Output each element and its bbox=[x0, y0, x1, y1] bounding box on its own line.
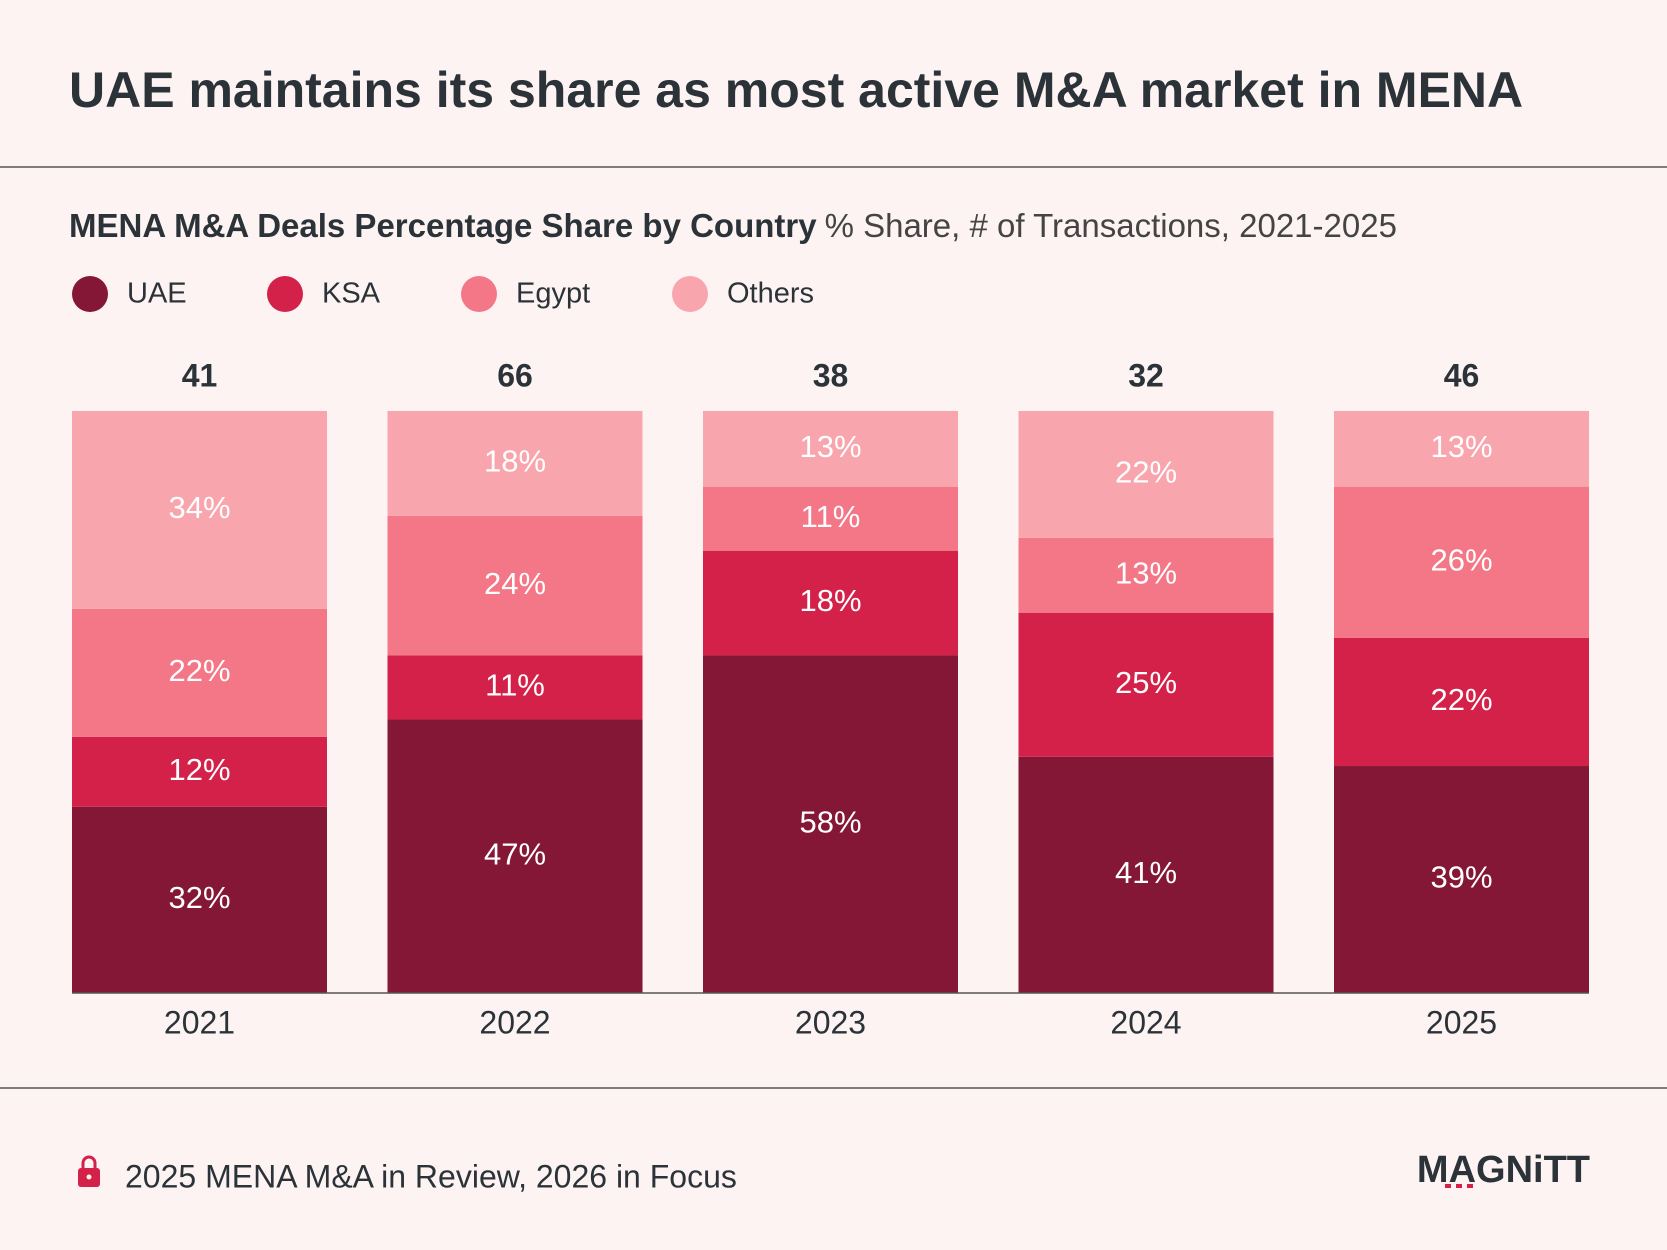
bar-segment bbox=[387, 655, 643, 720]
total-label: 38 bbox=[813, 357, 849, 393]
brand-logo: MAGNiTT bbox=[1417, 1149, 1590, 1191]
x-tick-label: 2021 bbox=[164, 1004, 235, 1040]
value-label: 11% bbox=[485, 668, 545, 703]
legend-label: Egypt bbox=[516, 278, 590, 310]
legend-label: KSA bbox=[322, 278, 381, 310]
subtitle-bold: MENA M&A Deals Percentage Share by Count… bbox=[69, 207, 817, 244]
x-tick-label: 2022 bbox=[479, 1004, 550, 1040]
value-label: 22% bbox=[168, 653, 230, 688]
total-label: 66 bbox=[497, 357, 533, 393]
chart-subtitle: MENA M&A Deals Percentage Share by Count… bbox=[69, 207, 1397, 244]
legend-marker bbox=[461, 276, 497, 312]
bar-segment bbox=[1334, 637, 1589, 767]
bar-segment bbox=[1334, 766, 1589, 993]
value-label: 13% bbox=[799, 429, 861, 464]
value-label: 11% bbox=[801, 499, 861, 534]
legend-label: Others bbox=[727, 278, 814, 310]
value-label: 22% bbox=[1430, 682, 1492, 717]
value-label: 18% bbox=[799, 583, 861, 618]
value-label: 41% bbox=[1115, 855, 1177, 890]
logo-dots bbox=[1445, 1184, 1473, 1188]
value-label: 47% bbox=[484, 836, 546, 871]
value-label: 58% bbox=[799, 804, 861, 839]
bar-segment bbox=[703, 486, 958, 551]
bar-segment bbox=[387, 515, 643, 656]
x-tick-label: 2024 bbox=[1110, 1004, 1181, 1040]
bar-segment bbox=[72, 806, 327, 993]
legend-marker bbox=[267, 276, 303, 312]
value-label: 12% bbox=[168, 752, 230, 787]
lock-icon bbox=[78, 1155, 100, 1187]
subtitle: % Share, # of Transactions, 2021-2025 bbox=[825, 207, 1397, 244]
bar-segment bbox=[1018, 756, 1274, 993]
legend-marker bbox=[672, 276, 708, 312]
value-label: 34% bbox=[168, 490, 230, 525]
bar-segment bbox=[72, 608, 327, 737]
bar-segment bbox=[387, 719, 643, 993]
bar-segment bbox=[1018, 537, 1274, 613]
total-label: 46 bbox=[1444, 357, 1480, 393]
bar-segment bbox=[703, 411, 958, 487]
source: 2025 MENA M&A in Review, 2026 in Focus bbox=[125, 1158, 737, 1194]
legend-label: UAE bbox=[127, 278, 187, 310]
bar-segment bbox=[1334, 411, 1589, 487]
value-label: 13% bbox=[1115, 555, 1177, 590]
value-label: 22% bbox=[1115, 455, 1177, 490]
bar-segment bbox=[703, 655, 958, 993]
value-label: 13% bbox=[1430, 429, 1492, 464]
bar-segment bbox=[1018, 612, 1274, 757]
value-label: 32% bbox=[168, 880, 230, 915]
x-tick-label: 2023 bbox=[795, 1004, 866, 1040]
value-label: 26% bbox=[1430, 543, 1492, 578]
total-label: 41 bbox=[182, 357, 218, 393]
bar-segment bbox=[72, 736, 327, 807]
chart-title: UAE maintains its share as most active M… bbox=[69, 62, 1523, 118]
total-label: 32 bbox=[1128, 357, 1164, 393]
bar-segment bbox=[1334, 486, 1589, 638]
legend-marker bbox=[72, 276, 108, 312]
bar-segment bbox=[703, 550, 958, 656]
bar-segment bbox=[387, 411, 643, 516]
value-label: 24% bbox=[484, 566, 546, 601]
bar-segment bbox=[1018, 411, 1274, 538]
value-label: 25% bbox=[1115, 665, 1177, 700]
bar-segment bbox=[72, 411, 327, 609]
value-label: 39% bbox=[1430, 860, 1492, 895]
value-label: 18% bbox=[484, 444, 546, 479]
x-tick-label: 2025 bbox=[1426, 1004, 1497, 1040]
